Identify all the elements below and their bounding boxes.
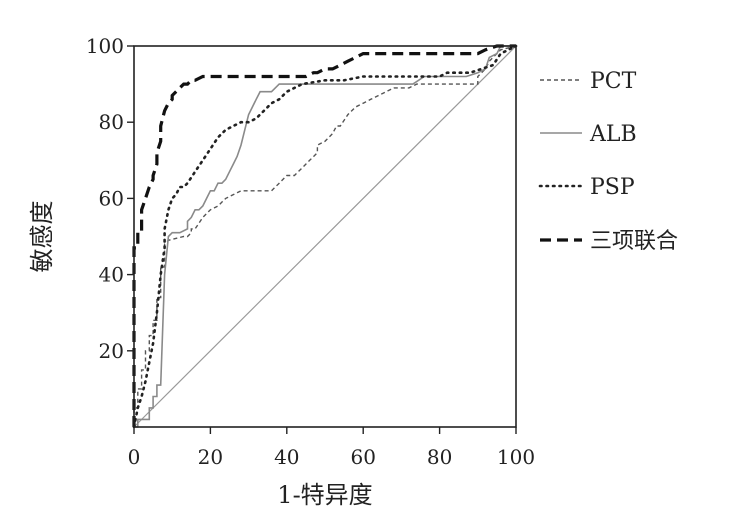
y-tick-label: 60 <box>99 186 124 210</box>
y-tick-label: 40 <box>99 263 124 287</box>
x-axis-ticks: 0 20 40 60 80 100 <box>128 427 535 469</box>
series-line-2 <box>134 45 516 428</box>
x-tick-label: 80 <box>427 445 452 469</box>
legend-label-1: PCT <box>590 69 637 94</box>
series-line-4 <box>132 44 516 427</box>
y-tick-label: 80 <box>99 110 124 134</box>
y-tick-label: 20 <box>99 339 124 363</box>
plot-frame <box>133 45 517 428</box>
legend-label-2: ALB <box>589 122 637 147</box>
x-tick-label: 20 <box>198 445 223 469</box>
reference-diagonal-line <box>133 45 517 428</box>
x-tick-label: 100 <box>497 445 535 469</box>
x-axis-title: 1-特异度 <box>277 481 372 509</box>
x-tick-label: 60 <box>350 445 375 469</box>
y-axis-ticks: 20 40 60 80 100 <box>86 34 134 363</box>
legend: PCT ALB PSP 三项联合 <box>538 69 678 254</box>
x-tick-label: 0 <box>128 445 141 469</box>
series-layer <box>132 44 518 429</box>
series-line-3 <box>132 44 518 429</box>
series-line-1 <box>133 45 517 427</box>
y-axis-title: 敏感度 <box>28 201 56 273</box>
legend-label-4: 三项联合 <box>590 229 678 254</box>
x-tick-label: 40 <box>274 445 299 469</box>
legend-label-3: PSP <box>590 175 635 200</box>
y-tick-label: 100 <box>86 34 124 58</box>
